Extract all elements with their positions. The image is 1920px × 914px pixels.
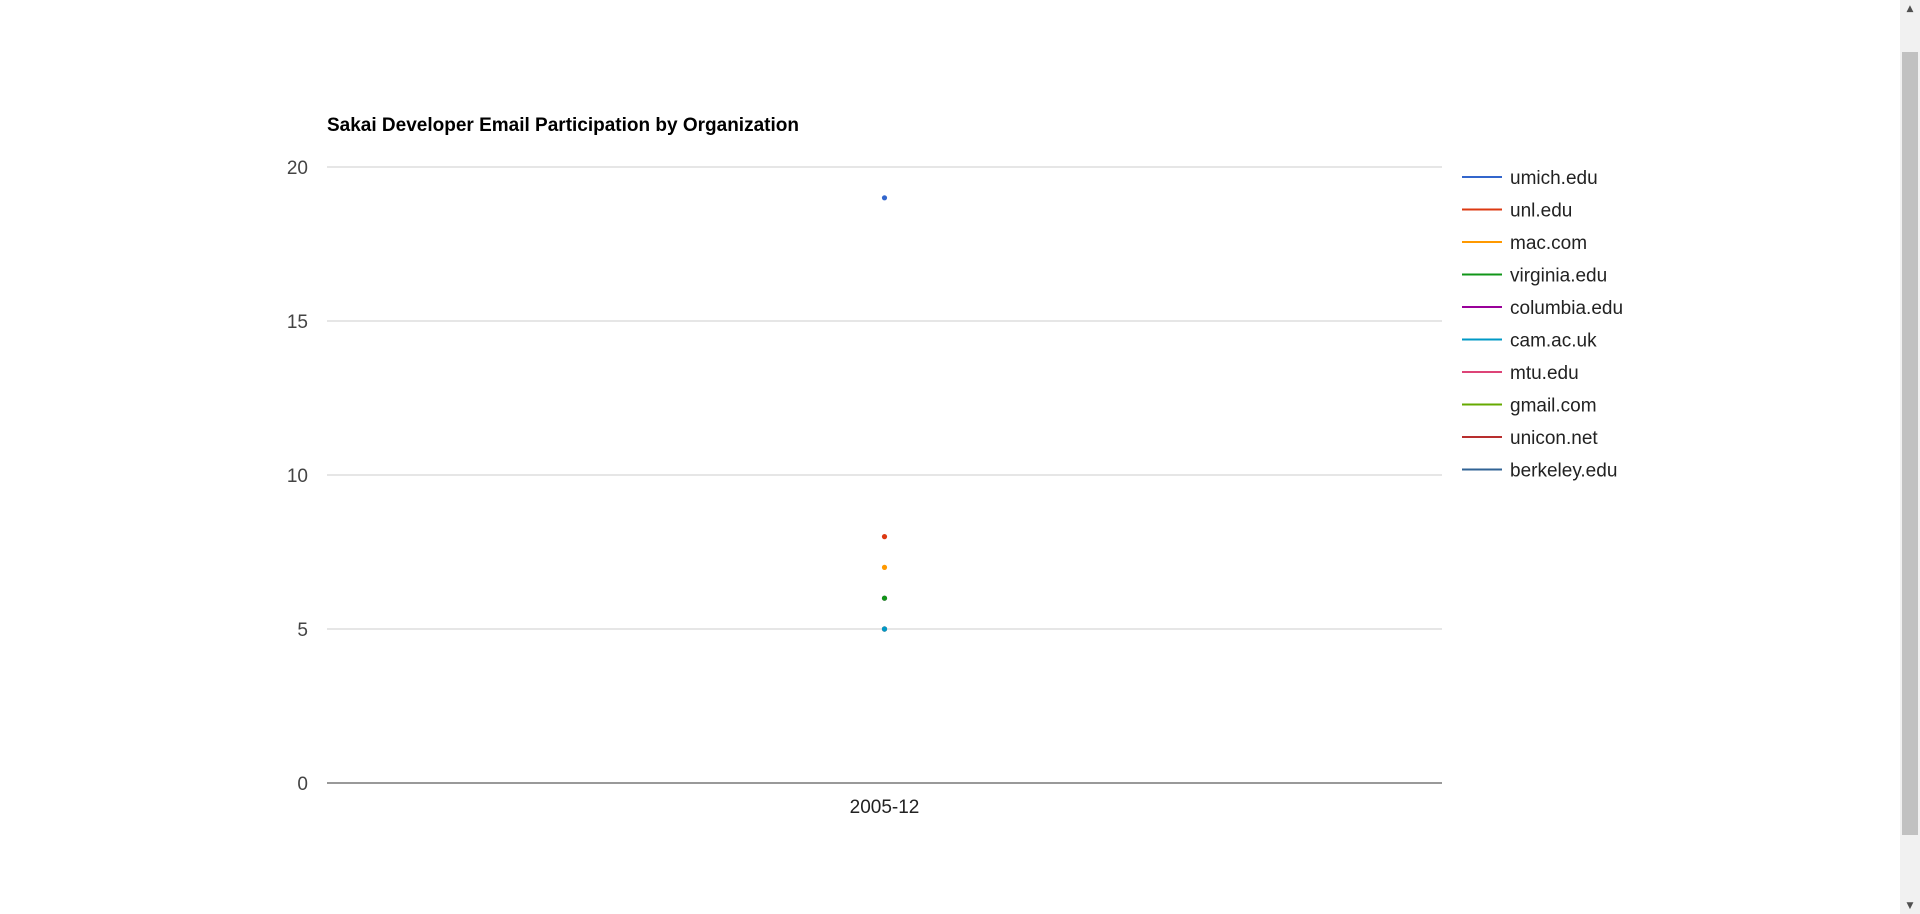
y-tick-label: 0 — [297, 774, 308, 795]
legend-label: mtu.edu — [1510, 363, 1579, 384]
scroll-up-arrow-icon[interactable]: ▲ — [1906, 3, 1914, 14]
scroll-down-arrow-icon[interactable]: ▼ — [1906, 900, 1914, 911]
y-tick-label: 20 — [287, 158, 308, 179]
legend-item-umich-edu[interactable]: umich.edu — [1462, 168, 1598, 189]
legend-label: umich.edu — [1510, 168, 1598, 189]
y-tick-label: 5 — [297, 620, 308, 641]
data-point-virginia-edu[interactable] — [881, 595, 888, 601]
legend-label: cam.ac.uk — [1510, 331, 1597, 352]
legend-item-unl-edu[interactable]: unl.edu — [1462, 201, 1572, 222]
y-tick-label: 15 — [287, 312, 308, 333]
legend-item-gmail-com[interactable]: gmail.com — [1462, 396, 1597, 417]
y-axis-tick-labels: 0 5 10 15 20 — [287, 158, 308, 795]
legend: umich.edu unl.edu mac.com virginia.edu colum… — [1462, 168, 1623, 482]
legend-label: virginia.edu — [1510, 266, 1607, 287]
legend-label: mac.com — [1510, 233, 1587, 254]
legend-label: gmail.com — [1510, 396, 1597, 417]
data-point-umich-edu[interactable] — [881, 195, 888, 201]
legend-label: berkeley.edu — [1510, 461, 1617, 482]
legend-item-cam-ac-uk[interactable]: cam.ac.uk — [1462, 331, 1597, 352]
data-point-mac-com[interactable] — [881, 564, 888, 571]
legend-item-mtu-edu[interactable]: mtu.edu — [1462, 363, 1579, 384]
grid-lines — [327, 166, 1442, 630]
scrollbar-thumb[interactable] — [1902, 52, 1918, 835]
y-tick-label: 10 — [287, 466, 308, 487]
legend-item-mac-com[interactable]: mac.com — [1462, 233, 1587, 254]
legend-item-virginia-edu[interactable]: virginia.edu — [1462, 266, 1607, 287]
legend-item-columbia-edu[interactable]: columbia.edu — [1462, 298, 1623, 319]
x-tick-label: 2005-12 — [850, 797, 920, 818]
vertical-scrollbar[interactable]: ▲ ▼ — [1900, 0, 1920, 914]
legend-label: columbia.edu — [1510, 298, 1623, 319]
x-axis-tick-labels: 2005-12 — [850, 797, 920, 818]
legend-label: unicon.net — [1510, 428, 1598, 449]
chart-title: Sakai Developer Email Participation by O… — [327, 115, 799, 136]
data-points — [881, 195, 888, 632]
data-point-cam-ac-uk[interactable] — [881, 626, 888, 632]
legend-item-berkeley-edu[interactable]: berkeley.edu — [1462, 461, 1617, 482]
legend-label: unl.edu — [1510, 201, 1572, 222]
legend-item-unicon-net[interactable]: unicon.net — [1462, 428, 1598, 449]
data-point-unl-edu[interactable] — [881, 534, 888, 540]
